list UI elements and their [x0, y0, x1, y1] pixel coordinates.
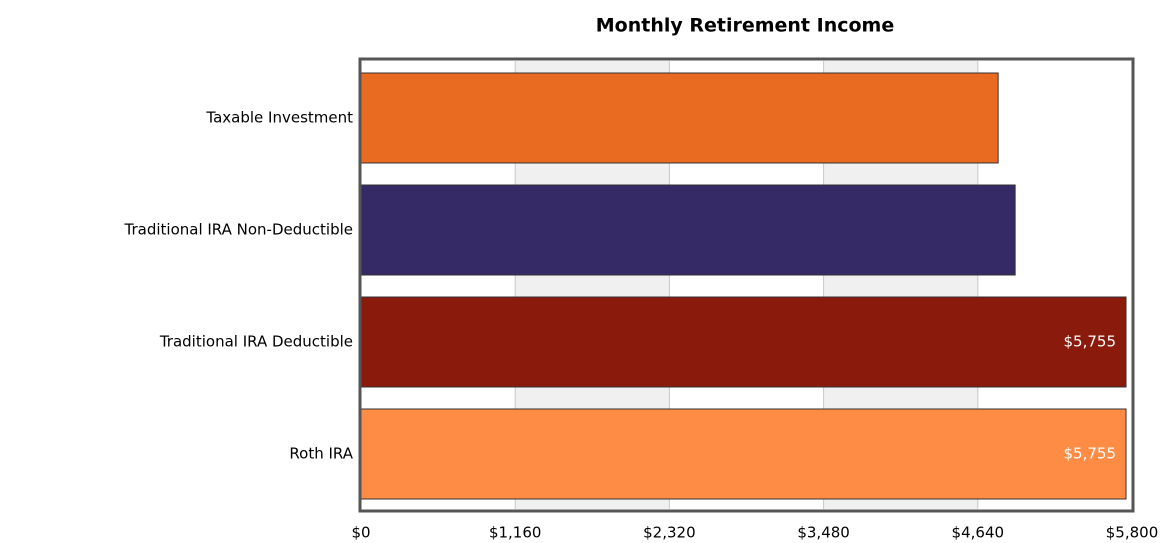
y-tick-label: Traditional IRA Non-Deductible: [124, 221, 353, 239]
value-label: $5,755: [1064, 333, 1117, 351]
x-tick-label: $5,800: [1106, 524, 1159, 542]
y-tick-label: Roth IRA: [289, 445, 353, 463]
bar: [360, 296, 1127, 388]
bar: [360, 184, 1016, 276]
x-tick-label: $0: [351, 524, 370, 542]
x-tick-label: $4,640: [952, 524, 1005, 542]
plot-frame: [358, 57, 1135, 513]
chart-title: Monthly Retirement Income: [596, 15, 894, 37]
y-tick-label: Traditional IRA Deductible: [159, 333, 353, 351]
x-tick-label: $2,320: [643, 524, 696, 542]
value-label: $5,755: [1064, 445, 1117, 463]
x-tick-label: $3,480: [797, 524, 850, 542]
bar: [360, 408, 1127, 500]
y-tick-label: Taxable Investment: [205, 109, 353, 127]
x-tick-label: $1,160: [489, 524, 542, 542]
bar: [360, 72, 999, 164]
